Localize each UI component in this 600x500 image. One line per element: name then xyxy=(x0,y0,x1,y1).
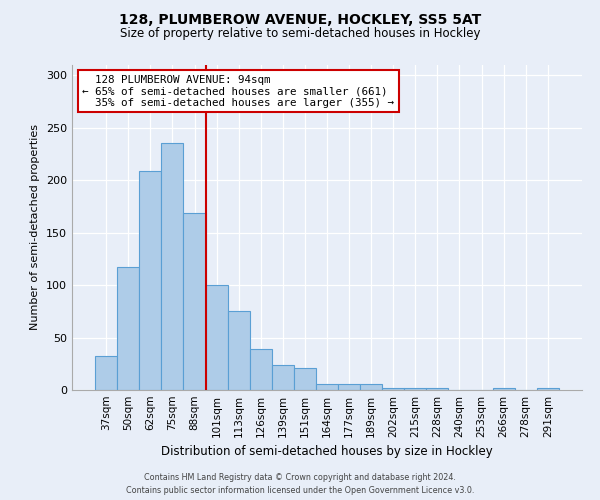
Bar xyxy=(184,213,206,390)
Bar xyxy=(382,388,404,390)
Bar xyxy=(294,368,316,390)
Bar xyxy=(360,384,382,390)
Text: 128 PLUMBEROW AVENUE: 94sqm
← 65% of semi-detached houses are smaller (661)
  35: 128 PLUMBEROW AVENUE: 94sqm ← 65% of sem… xyxy=(82,74,394,108)
Bar xyxy=(338,384,360,390)
Bar xyxy=(404,388,427,390)
Text: Size of property relative to semi-detached houses in Hockley: Size of property relative to semi-detach… xyxy=(120,28,480,40)
Bar xyxy=(227,312,250,390)
X-axis label: Distribution of semi-detached houses by size in Hockley: Distribution of semi-detached houses by … xyxy=(161,446,493,458)
Bar xyxy=(493,388,515,390)
Bar xyxy=(427,388,448,390)
Bar xyxy=(139,171,161,390)
Bar xyxy=(316,384,338,390)
Bar xyxy=(272,365,294,390)
Y-axis label: Number of semi-detached properties: Number of semi-detached properties xyxy=(31,124,40,330)
Text: 128, PLUMBEROW AVENUE, HOCKLEY, SS5 5AT: 128, PLUMBEROW AVENUE, HOCKLEY, SS5 5AT xyxy=(119,12,481,26)
Bar xyxy=(537,388,559,390)
Bar xyxy=(95,356,117,390)
Bar xyxy=(206,285,227,390)
Bar xyxy=(161,142,184,390)
Text: Contains HM Land Registry data © Crown copyright and database right 2024.
Contai: Contains HM Land Registry data © Crown c… xyxy=(126,473,474,495)
Bar xyxy=(117,268,139,390)
Bar xyxy=(250,349,272,390)
